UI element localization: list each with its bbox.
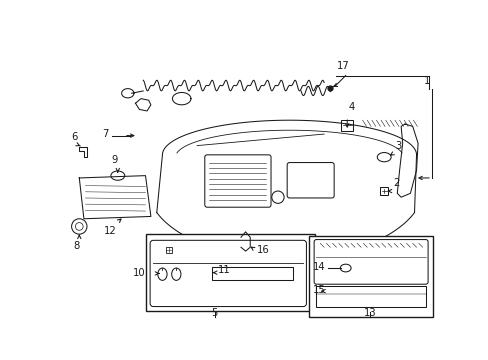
Text: 6: 6 (71, 132, 78, 142)
Text: 2: 2 (393, 178, 399, 188)
Text: 16: 16 (256, 244, 268, 255)
Text: 3: 3 (394, 141, 401, 151)
Text: 8: 8 (73, 241, 79, 251)
Text: 14: 14 (312, 261, 325, 271)
Bar (316, 286, 425, 307)
Bar (308, 236, 432, 316)
Text: 7: 7 (102, 129, 108, 139)
Text: 4: 4 (348, 103, 354, 112)
Text: 1: 1 (423, 76, 429, 86)
Text: 5: 5 (211, 308, 218, 318)
Bar (145, 234, 314, 311)
Bar (212, 266, 293, 280)
Text: 13: 13 (363, 308, 376, 318)
Text: 12: 12 (103, 226, 116, 237)
Text: 11: 11 (218, 265, 230, 275)
Text: 15: 15 (312, 285, 325, 294)
Text: 17: 17 (337, 61, 349, 71)
Text: 9: 9 (111, 155, 118, 165)
Bar (341, 120, 353, 131)
Text: 10: 10 (133, 269, 145, 278)
